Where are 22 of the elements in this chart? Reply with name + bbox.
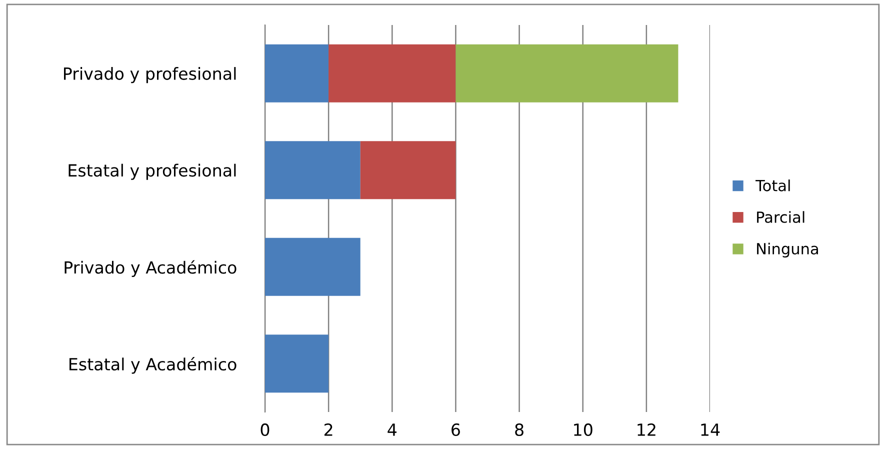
y-tick-label: Estatal y Académico	[70, 356, 236, 374]
x-tick-label: 6	[452, 423, 460, 436]
bar	[360, 141, 456, 200]
bar	[265, 334, 329, 393]
bar	[265, 44, 329, 102]
bar	[328, 44, 456, 102]
x-tick-label: 8	[515, 423, 524, 436]
x-tick-label: 14	[701, 424, 720, 436]
x-tick-label: 2	[324, 423, 332, 436]
x-tick-label: 10	[574, 423, 592, 436]
legend-label: Ninguna	[757, 242, 818, 258]
y-tick-label: Privado y profesional	[64, 67, 236, 84]
bar	[456, 44, 678, 102]
y-tick-label: Privado y Académico	[64, 260, 236, 278]
y-tick-label: Estatal y profesional	[68, 164, 236, 180]
x-tick-label: 12	[638, 423, 656, 436]
bar	[265, 141, 360, 200]
bar	[265, 238, 360, 296]
x-tick-label: 0	[260, 423, 270, 436]
legend-label: Parcial	[757, 211, 804, 223]
legend-label: Total	[756, 180, 790, 192]
x-tick-label: 4	[388, 424, 397, 436]
